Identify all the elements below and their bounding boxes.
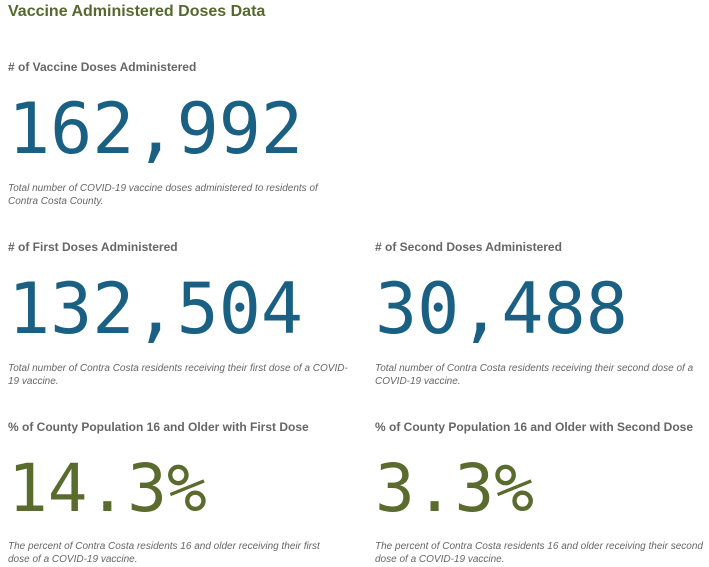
pct-first-dose-value: 14.3% — [8, 450, 207, 527]
first-doses-card: # of First Doses Administered 132,504 To… — [8, 240, 353, 388]
pct-second-dose-card: % of County Population 16 and Older with… — [375, 420, 705, 566]
total-doses-card: # of Vaccine Doses Administered 162,992 … — [8, 60, 348, 208]
pct-first-dose-label: % of County Population 16 and Older with… — [8, 420, 309, 434]
total-doses-description: Total number of COVID-19 vaccine doses a… — [8, 183, 318, 207]
second-doses-description: Total number of Contra Costa residents r… — [375, 363, 694, 387]
second-doses-value: 30,488 — [375, 268, 628, 350]
pct-first-dose-card: % of County Population 16 and Older with… — [8, 420, 353, 566]
second-doses-label: # of Second Doses Administered — [375, 240, 562, 254]
second-doses-card: # of Second Doses Administered 30,488 To… — [375, 240, 705, 388]
pct-first-dose-description: The percent of Contra Costa residents 16… — [8, 541, 320, 565]
pct-second-dose-description: The percent of Contra Costa residents 16… — [375, 541, 703, 565]
first-doses-value: 132,504 — [8, 268, 304, 350]
pct-second-dose-label: % of County Population 16 and Older with… — [375, 420, 694, 434]
pct-second-dose-value: 3.3% — [375, 450, 534, 527]
first-doses-label: # of First Doses Administered — [8, 240, 178, 254]
total-doses-label: # of Vaccine Doses Administered — [8, 60, 197, 74]
total-doses-value: 162,992 — [8, 88, 304, 170]
page-title: Vaccine Administered Doses Data — [8, 3, 266, 20]
first-doses-description: Total number of Contra Costa residents r… — [8, 363, 348, 387]
